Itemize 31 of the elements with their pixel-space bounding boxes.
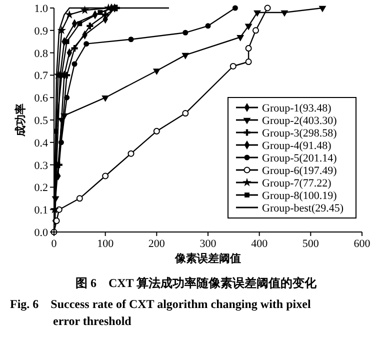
x-tick-label: 200: [148, 238, 166, 250]
legend-label: Group-7(77.22): [262, 178, 332, 190]
caption: Fig. 6 Success rate of CXT algorithm changing with pixel error threshold: [10, 297, 312, 328]
legend-label: Group-6(197.49): [262, 165, 338, 177]
y-tick-label: 1.0: [34, 3, 48, 15]
y-tick-label: 0.8: [34, 48, 48, 60]
y-tick-label: 0.6: [34, 92, 48, 105]
legend-label: Group-5(201.14): [262, 152, 338, 164]
x-axis-title: 像素误差阈值: [174, 252, 241, 265]
y-tick-label: 0.1: [34, 204, 48, 217]
y-tick-label: 0.0: [34, 227, 48, 239]
x-tick-label: 600: [354, 238, 371, 250]
x-tick-label: 300: [200, 238, 217, 250]
y-tick-label: 0.5: [34, 115, 48, 127]
y-tick-label: 0.2: [34, 182, 48, 194]
y-tick-label: 0.4: [34, 137, 48, 150]
y-axis-title: 成功率: [14, 104, 27, 138]
caption: 图 6 CXT 算法成功率随像素误差阈值的变化: [75, 276, 318, 290]
x-tick-label: 100: [97, 238, 114, 250]
legend-label: Group-2(403.30): [262, 115, 338, 127]
legend-label: Group-4(91.48): [262, 140, 332, 152]
y-tick-label: 0.9: [34, 25, 48, 38]
x-tick-label: 0: [51, 238, 58, 250]
legend-label: Group-3(298.58): [262, 128, 338, 140]
y-tick-label: 0.3: [34, 160, 48, 172]
legend-label: Group-best(29.45): [262, 202, 344, 214]
legend-label: Group-8(100.19): [262, 190, 338, 202]
y-tick-label: 0.7: [34, 70, 48, 82]
legend-label: Group-1(93.48): [262, 102, 332, 114]
x-tick-label: 500: [302, 238, 320, 250]
x-tick-label: 400: [251, 238, 268, 250]
